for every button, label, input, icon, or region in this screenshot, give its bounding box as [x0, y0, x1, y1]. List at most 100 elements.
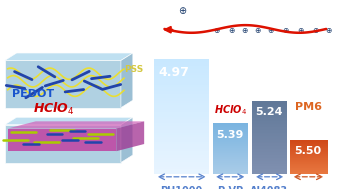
Bar: [290, 151, 328, 152]
Bar: [154, 123, 209, 126]
Polygon shape: [121, 53, 133, 108]
Bar: [213, 151, 248, 152]
Bar: [154, 121, 209, 123]
Text: ⊕: ⊕: [282, 26, 288, 35]
Bar: [290, 158, 328, 159]
Polygon shape: [116, 121, 144, 151]
Bar: [251, 104, 286, 105]
Text: PM6: PM6: [296, 102, 323, 112]
Bar: [213, 168, 248, 169]
Bar: [213, 162, 248, 163]
Bar: [251, 158, 286, 159]
Bar: [251, 152, 286, 153]
Bar: [213, 150, 248, 151]
Bar: [213, 172, 248, 173]
Bar: [290, 141, 328, 142]
Bar: [154, 62, 209, 64]
Text: ⊕: ⊕: [325, 26, 332, 35]
Bar: [154, 162, 209, 165]
Bar: [154, 75, 209, 78]
Bar: [251, 149, 286, 150]
Bar: [251, 165, 286, 167]
Bar: [213, 146, 248, 147]
Bar: [213, 157, 248, 158]
Bar: [251, 125, 286, 127]
Polygon shape: [5, 53, 133, 60]
Bar: [213, 156, 248, 157]
Bar: [154, 144, 209, 146]
Bar: [213, 125, 248, 126]
Text: HClO$_4$: HClO$_4$: [33, 101, 75, 118]
Bar: [251, 134, 286, 136]
Text: P VP: P VP: [218, 186, 243, 189]
Bar: [213, 149, 248, 150]
Bar: [154, 112, 209, 114]
Bar: [251, 127, 286, 128]
Bar: [290, 166, 328, 167]
Bar: [154, 167, 209, 169]
Text: ⊕: ⊕: [267, 26, 273, 35]
Bar: [290, 155, 328, 156]
Bar: [213, 171, 248, 172]
Text: ⊕: ⊕: [178, 6, 186, 16]
Polygon shape: [121, 117, 133, 163]
Bar: [154, 91, 209, 94]
Bar: [154, 151, 209, 153]
Bar: [251, 133, 286, 134]
Bar: [290, 172, 328, 173]
Bar: [251, 128, 286, 130]
Bar: [213, 138, 248, 139]
Bar: [251, 169, 286, 171]
Bar: [290, 164, 328, 165]
Bar: [251, 109, 286, 111]
Bar: [154, 96, 209, 98]
Bar: [154, 64, 209, 66]
Bar: [251, 117, 286, 118]
Bar: [213, 160, 248, 161]
Bar: [290, 167, 328, 168]
Bar: [290, 162, 328, 163]
Bar: [251, 118, 286, 120]
Bar: [251, 155, 286, 156]
Bar: [154, 71, 209, 73]
Polygon shape: [5, 117, 133, 125]
Bar: [154, 85, 209, 87]
Text: ⊕: ⊕: [312, 26, 318, 35]
Text: PEDOT: PEDOT: [12, 89, 55, 99]
Bar: [290, 169, 328, 170]
Bar: [213, 167, 248, 168]
Bar: [213, 154, 248, 155]
Bar: [251, 142, 286, 143]
Text: PSS: PSS: [124, 65, 143, 74]
Bar: [290, 165, 328, 166]
Bar: [290, 140, 328, 141]
Bar: [213, 139, 248, 141]
Bar: [290, 146, 328, 147]
Bar: [290, 168, 328, 169]
Text: PH1000: PH1000: [161, 186, 203, 189]
Bar: [154, 146, 209, 149]
Bar: [290, 163, 328, 164]
Text: ⊕: ⊕: [241, 26, 247, 35]
Bar: [290, 173, 328, 174]
Bar: [154, 98, 209, 101]
Bar: [154, 101, 209, 103]
Bar: [213, 145, 248, 146]
Bar: [154, 137, 209, 139]
Polygon shape: [8, 129, 116, 151]
Bar: [154, 165, 209, 167]
Bar: [213, 128, 248, 129]
Bar: [213, 133, 248, 135]
Polygon shape: [5, 60, 121, 108]
Bar: [251, 111, 286, 112]
Bar: [251, 120, 286, 121]
Bar: [154, 108, 209, 110]
Bar: [251, 168, 286, 169]
Bar: [213, 159, 248, 160]
Bar: [154, 89, 209, 91]
Bar: [290, 142, 328, 143]
Bar: [213, 147, 248, 148]
Bar: [213, 144, 248, 145]
Bar: [154, 82, 209, 85]
Bar: [251, 108, 286, 109]
